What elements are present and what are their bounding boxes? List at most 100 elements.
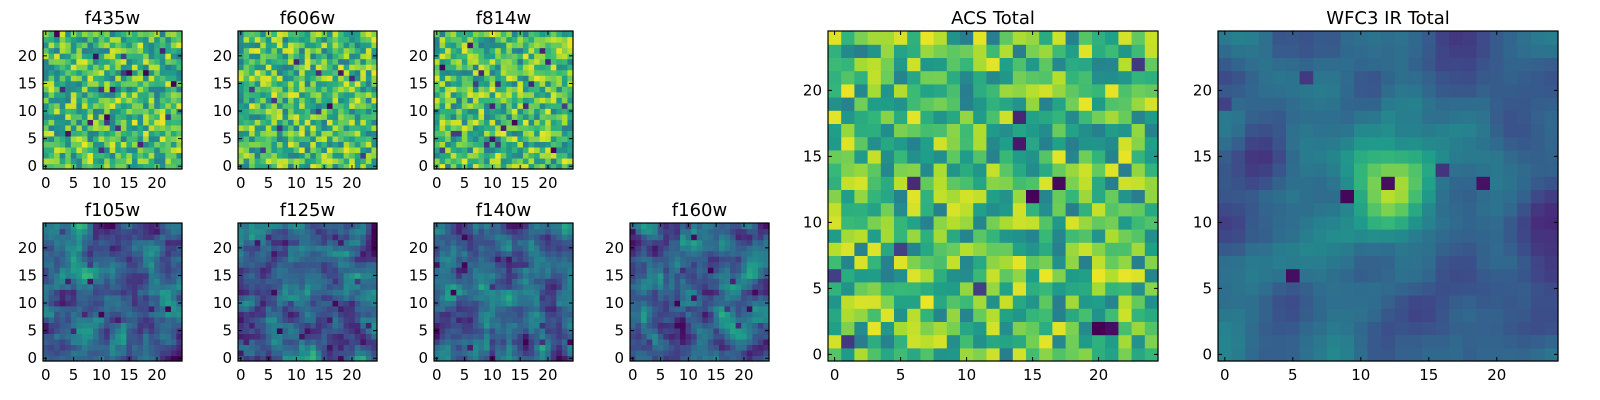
heatmap-cell — [456, 245, 463, 252]
heatmap-cell — [467, 69, 474, 76]
heatmap-cell — [360, 272, 367, 279]
heatmap-cell — [986, 189, 1001, 204]
heatmap-cell — [702, 234, 709, 241]
y-tick-label: 20 — [605, 239, 624, 257]
heatmap-cell — [556, 355, 563, 362]
heatmap-cell — [310, 47, 317, 54]
heatmap-cell — [148, 272, 155, 279]
heatmap-cell — [54, 228, 61, 235]
heatmap-cell — [371, 294, 378, 301]
heatmap-cell — [54, 245, 61, 252]
heatmap-cell — [238, 152, 245, 159]
heatmap-cell — [478, 31, 485, 38]
heatmap-cell — [265, 327, 272, 334]
heatmap-cell — [539, 80, 546, 87]
heatmap-cell — [365, 311, 373, 318]
heatmap-cell — [137, 42, 144, 49]
heatmap-cell — [561, 64, 569, 71]
heatmap-cell — [371, 239, 378, 246]
heatmap-cell — [467, 256, 474, 263]
heatmap-cell — [154, 42, 161, 49]
heatmap-cell — [365, 261, 373, 268]
heatmap-cell — [668, 327, 676, 334]
heatmap-cell — [534, 119, 541, 126]
heatmap-cell — [894, 149, 908, 164]
heatmap-cell — [293, 322, 300, 329]
heatmap-cell — [176, 349, 183, 357]
heatmap-cell — [299, 124, 306, 131]
heatmap-cell — [730, 245, 737, 252]
heatmap-cell — [254, 157, 261, 165]
heatmap-cell — [534, 333, 541, 340]
heatmap-cell — [288, 283, 295, 290]
heatmap-cell — [724, 261, 731, 268]
heatmap-cell — [98, 316, 105, 323]
heatmap-cell — [304, 261, 311, 268]
heatmap-cell — [528, 58, 535, 65]
heatmap-cell — [506, 245, 513, 252]
heatmap-cell — [276, 267, 284, 274]
heatmap-cell — [93, 108, 100, 115]
heatmap-cell — [371, 102, 378, 109]
heatmap-cell — [635, 283, 642, 290]
heatmap-cell — [299, 338, 306, 346]
heatmap-cell — [310, 64, 317, 71]
heatmap-cell — [757, 250, 765, 257]
heatmap-cell — [243, 108, 250, 115]
heatmap-cell — [456, 349, 463, 357]
heatmap-cell — [763, 344, 770, 351]
heatmap-cell — [115, 58, 122, 65]
heatmap-cell — [680, 349, 687, 357]
heatmap-cell — [920, 176, 935, 190]
heatmap-cell — [635, 355, 642, 362]
heatmap-cell — [456, 333, 463, 340]
heatmap-cell — [567, 322, 574, 329]
heatmap-cell — [48, 80, 55, 87]
heatmap-cell — [461, 113, 468, 120]
heatmap-cell — [310, 250, 317, 257]
heatmap-cell — [511, 267, 518, 274]
heatmap-cell — [159, 86, 166, 93]
heatmap-cell — [556, 102, 563, 109]
heatmap-cell — [1078, 295, 1093, 309]
heatmap-cell — [338, 278, 345, 285]
heatmap-cell — [304, 31, 311, 38]
heatmap-cell — [702, 305, 709, 312]
heatmap-cell — [691, 316, 698, 323]
heatmap-cell — [59, 135, 66, 142]
heatmap-cell — [741, 294, 748, 301]
heatmap-cell — [137, 261, 144, 268]
heatmap-cell — [104, 124, 111, 131]
heatmap-cell — [176, 42, 183, 49]
heatmap-cell — [1039, 347, 1053, 362]
heatmap-cell — [907, 281, 921, 296]
heatmap-cell — [238, 311, 245, 318]
heatmap-cell — [506, 228, 513, 235]
heatmap-cell — [500, 316, 507, 323]
heatmap-cell — [243, 234, 250, 241]
heatmap-cell — [87, 91, 94, 98]
heatmap-cell — [276, 261, 284, 268]
heatmap-cell — [472, 333, 480, 340]
heatmap-cell — [550, 119, 557, 126]
heatmap-cell — [741, 261, 748, 268]
heatmap-cell — [360, 349, 367, 357]
heatmap-cell — [539, 119, 546, 126]
heatmap-cell — [646, 322, 653, 329]
heatmap-cell — [93, 102, 100, 109]
heatmap-cell — [696, 355, 703, 362]
heatmap-cell — [148, 146, 155, 154]
heatmap-cell — [696, 234, 703, 241]
heatmap-cell — [126, 157, 133, 165]
heatmap-cell — [137, 86, 144, 93]
heatmap-cell — [165, 113, 172, 120]
heatmap-cell — [735, 278, 742, 285]
heatmap-cell — [668, 289, 676, 296]
heatmap-cell — [288, 152, 295, 159]
heatmap-cell — [746, 289, 753, 296]
heatmap-cell — [115, 119, 122, 126]
heatmap-cell — [907, 149, 921, 164]
heatmap-cell — [265, 124, 272, 131]
heatmap-cell — [271, 135, 278, 142]
heatmap-cell — [120, 333, 127, 340]
